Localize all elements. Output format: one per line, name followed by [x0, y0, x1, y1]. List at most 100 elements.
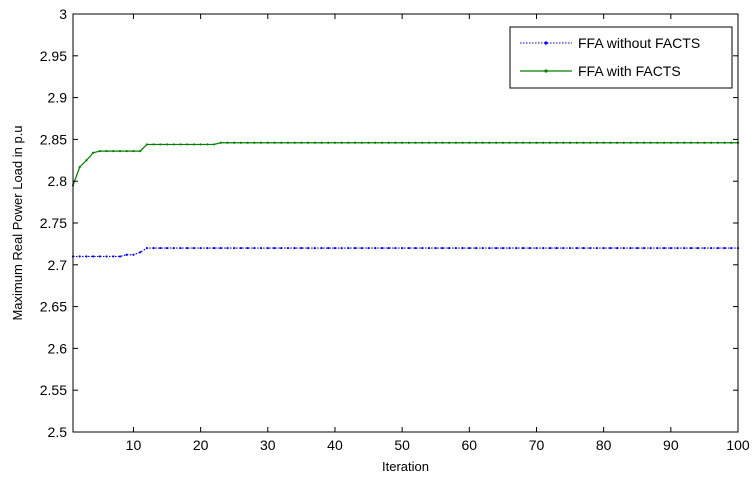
series-point-0 — [139, 251, 142, 254]
series-point-0 — [474, 246, 478, 250]
series-point-1 — [118, 150, 122, 153]
series-point-0 — [642, 246, 646, 250]
series-point-0 — [629, 246, 632, 250]
y-tick-label: 2.5 — [48, 424, 68, 440]
series-point-1 — [192, 143, 196, 146]
series-layer — [71, 141, 740, 258]
series-point-1 — [582, 141, 585, 144]
series-point-0 — [434, 246, 437, 250]
series-point-1 — [172, 143, 175, 146]
series-point-0 — [696, 246, 699, 250]
series-point-0 — [730, 246, 733, 250]
series-point-1 — [568, 141, 572, 144]
series-point-0 — [192, 246, 196, 250]
series-point-0 — [347, 246, 350, 250]
series-point-1 — [649, 141, 652, 144]
legend-marker-without-facts — [544, 41, 548, 45]
y-tick-label: 2.9 — [48, 90, 68, 106]
series-point-1 — [98, 150, 101, 153]
series-point-1 — [165, 143, 169, 146]
series-point-0 — [307, 246, 310, 250]
x-tick-label: 80 — [596, 437, 612, 453]
series-point-1 — [723, 141, 726, 144]
series-point-1 — [609, 141, 612, 144]
series-point-0 — [488, 246, 491, 250]
series-point-1 — [78, 165, 81, 169]
series-point-0 — [219, 246, 222, 250]
series-point-0 — [521, 246, 525, 250]
series-point-0 — [78, 255, 81, 258]
series-point-1 — [663, 141, 666, 144]
series-point-0 — [609, 246, 612, 250]
series-point-0 — [468, 246, 471, 250]
series-point-1 — [548, 141, 552, 144]
series-point-1 — [152, 143, 155, 146]
series-point-1 — [716, 141, 719, 144]
x-tick-label: 60 — [462, 437, 478, 453]
series-point-0 — [710, 246, 713, 250]
series-point-0 — [253, 246, 256, 250]
series-point-0 — [246, 246, 249, 250]
series-point-0 — [656, 246, 659, 250]
series-point-0 — [716, 246, 719, 250]
y-tick-label: 2.85 — [40, 131, 67, 147]
series-point-1 — [642, 141, 646, 144]
series-point-1 — [273, 141, 276, 144]
series-point-1 — [320, 141, 323, 144]
x-tick-label: 100 — [726, 437, 750, 453]
series-point-0 — [286, 246, 290, 250]
y-tick-label: 2.65 — [40, 299, 67, 315]
series-point-0 — [327, 246, 330, 250]
series-point-1 — [186, 143, 189, 146]
series-point-0 — [273, 246, 276, 250]
series-point-1 — [656, 141, 659, 144]
series-point-0 — [542, 246, 545, 250]
series-point-1 — [360, 141, 363, 144]
series-point-0 — [649, 246, 652, 250]
series-point-0 — [562, 246, 565, 250]
y-tick-label: 2.6 — [48, 340, 68, 356]
series-point-0 — [441, 246, 444, 250]
series-point-0 — [98, 255, 101, 258]
series-point-1 — [313, 141, 316, 144]
x-tick-label: 90 — [663, 437, 679, 453]
series-point-1 — [407, 141, 410, 144]
series-point-0 — [266, 246, 269, 250]
series-point-0 — [407, 246, 410, 250]
series-point-1 — [508, 141, 511, 144]
series-point-1 — [555, 141, 558, 144]
series-point-1 — [696, 141, 699, 144]
series-point-1 — [85, 159, 88, 162]
series-point-0 — [595, 246, 599, 250]
series-point-0 — [125, 253, 128, 256]
series-point-1 — [421, 141, 424, 144]
series-point-1 — [367, 141, 370, 144]
legend-label-without-facts: FFA without FACTS — [578, 35, 700, 51]
series-point-0 — [535, 246, 538, 250]
series-point-1 — [179, 143, 182, 146]
series-point-0 — [528, 246, 531, 250]
x-axis-label: Iteration — [382, 459, 429, 474]
series-point-0 — [454, 246, 457, 250]
series-point-1 — [461, 141, 464, 144]
legend: FFA without FACTS FFA with FACTS — [509, 26, 733, 89]
series-point-0 — [293, 246, 296, 250]
series-point-0 — [461, 246, 464, 250]
series-point-1 — [710, 141, 713, 144]
series-point-0 — [320, 246, 323, 250]
series-point-0 — [548, 246, 552, 250]
y-tick-label: 2.75 — [40, 215, 67, 231]
legend-marker-with-facts — [544, 69, 548, 73]
series-point-0 — [387, 246, 390, 250]
series-line-0 — [73, 247, 738, 258]
series-point-1 — [515, 141, 518, 144]
series-point-0 — [105, 255, 108, 258]
series-point-1 — [615, 141, 619, 144]
ticks-layer: 10 20 30 40 50 60 70 80 90 100 2.5 2.55 2.6 2.65 2.7 2.… — [40, 6, 750, 453]
series-point-0 — [313, 246, 316, 250]
series-point-0 — [280, 246, 283, 250]
series-point-1 — [589, 141, 592, 144]
series-point-1 — [145, 143, 148, 146]
series-point-1 — [629, 141, 632, 144]
series-point-1 — [622, 141, 625, 144]
